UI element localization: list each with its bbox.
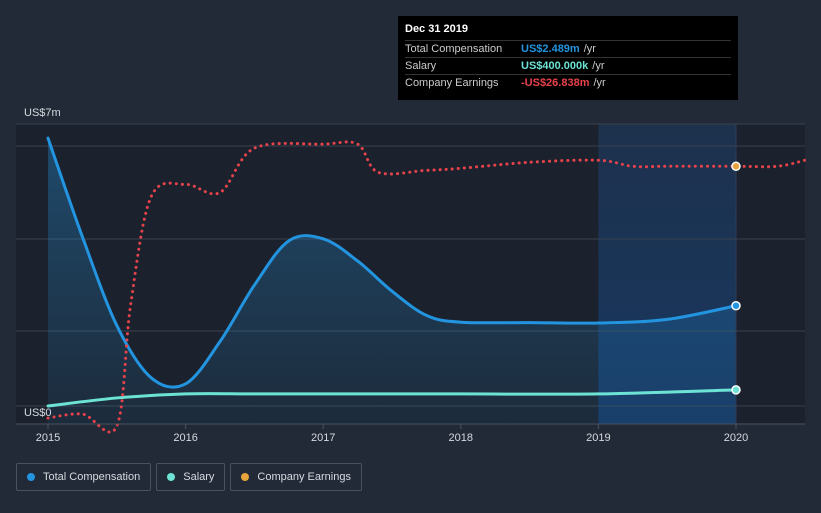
tooltip: Dec 31 2019 Total Compensation US$2.489m…	[398, 16, 738, 100]
end-marker	[731, 161, 741, 172]
legend-item-salary[interactable]: Salary	[156, 463, 226, 491]
tooltip-label: Salary	[405, 60, 437, 72]
legend-dot-icon	[167, 473, 176, 481]
legend-label: Total Compensation	[43, 471, 141, 483]
x-tick-label: 2018	[449, 432, 473, 444]
y-tick-label: US$0	[24, 407, 52, 419]
series-line-salary	[46, 388, 738, 408]
x-tick-label: 2017	[311, 432, 335, 444]
series-line-company-earnings	[46, 140, 807, 434]
legend-item-company-earnings[interactable]: Company Earnings	[230, 463, 362, 491]
legend-label: Company Earnings	[257, 471, 351, 483]
tooltip-unit: /yr	[593, 77, 606, 89]
legend-item-total-compensation[interactable]: Total Compensation	[16, 463, 152, 491]
legend-dot-icon	[241, 473, 250, 481]
tooltip-value: US$400.000k	[521, 60, 589, 72]
tooltip-label: Company Earnings	[405, 77, 499, 89]
legend-label: Salary	[183, 471, 215, 483]
end-marker	[731, 385, 741, 395]
legend: Total Compensation Salary Company Earnin…	[16, 463, 362, 491]
tooltip-value: US$2.489m	[521, 43, 580, 55]
x-tick-label: 2015	[36, 432, 60, 444]
tooltip-label: Total Compensation	[405, 43, 503, 55]
tooltip-title: Dec 31 2019	[405, 23, 468, 35]
legend-dot-icon	[27, 473, 35, 481]
tooltip-row-salary: Salary US$400.000k /yr	[405, 57, 731, 74]
tooltip-unit: /yr	[592, 60, 605, 72]
tooltip-row-company-earnings: Company Earnings -US$26.838m /yr	[405, 74, 731, 91]
x-tick-label: 2016	[173, 432, 197, 444]
end-marker	[731, 300, 741, 311]
series-area-total-compensation	[48, 138, 736, 424]
tooltip-unit: /yr	[583, 43, 596, 55]
x-tick-label: 2019	[586, 432, 610, 444]
tooltip-value: -US$26.838m	[521, 77, 590, 89]
x-tick-label: 2020	[724, 432, 748, 444]
tooltip-row-total-compensation: Total Compensation US$2.489m /yr	[405, 40, 731, 57]
y-tick-label: US$7m	[24, 107, 61, 119]
